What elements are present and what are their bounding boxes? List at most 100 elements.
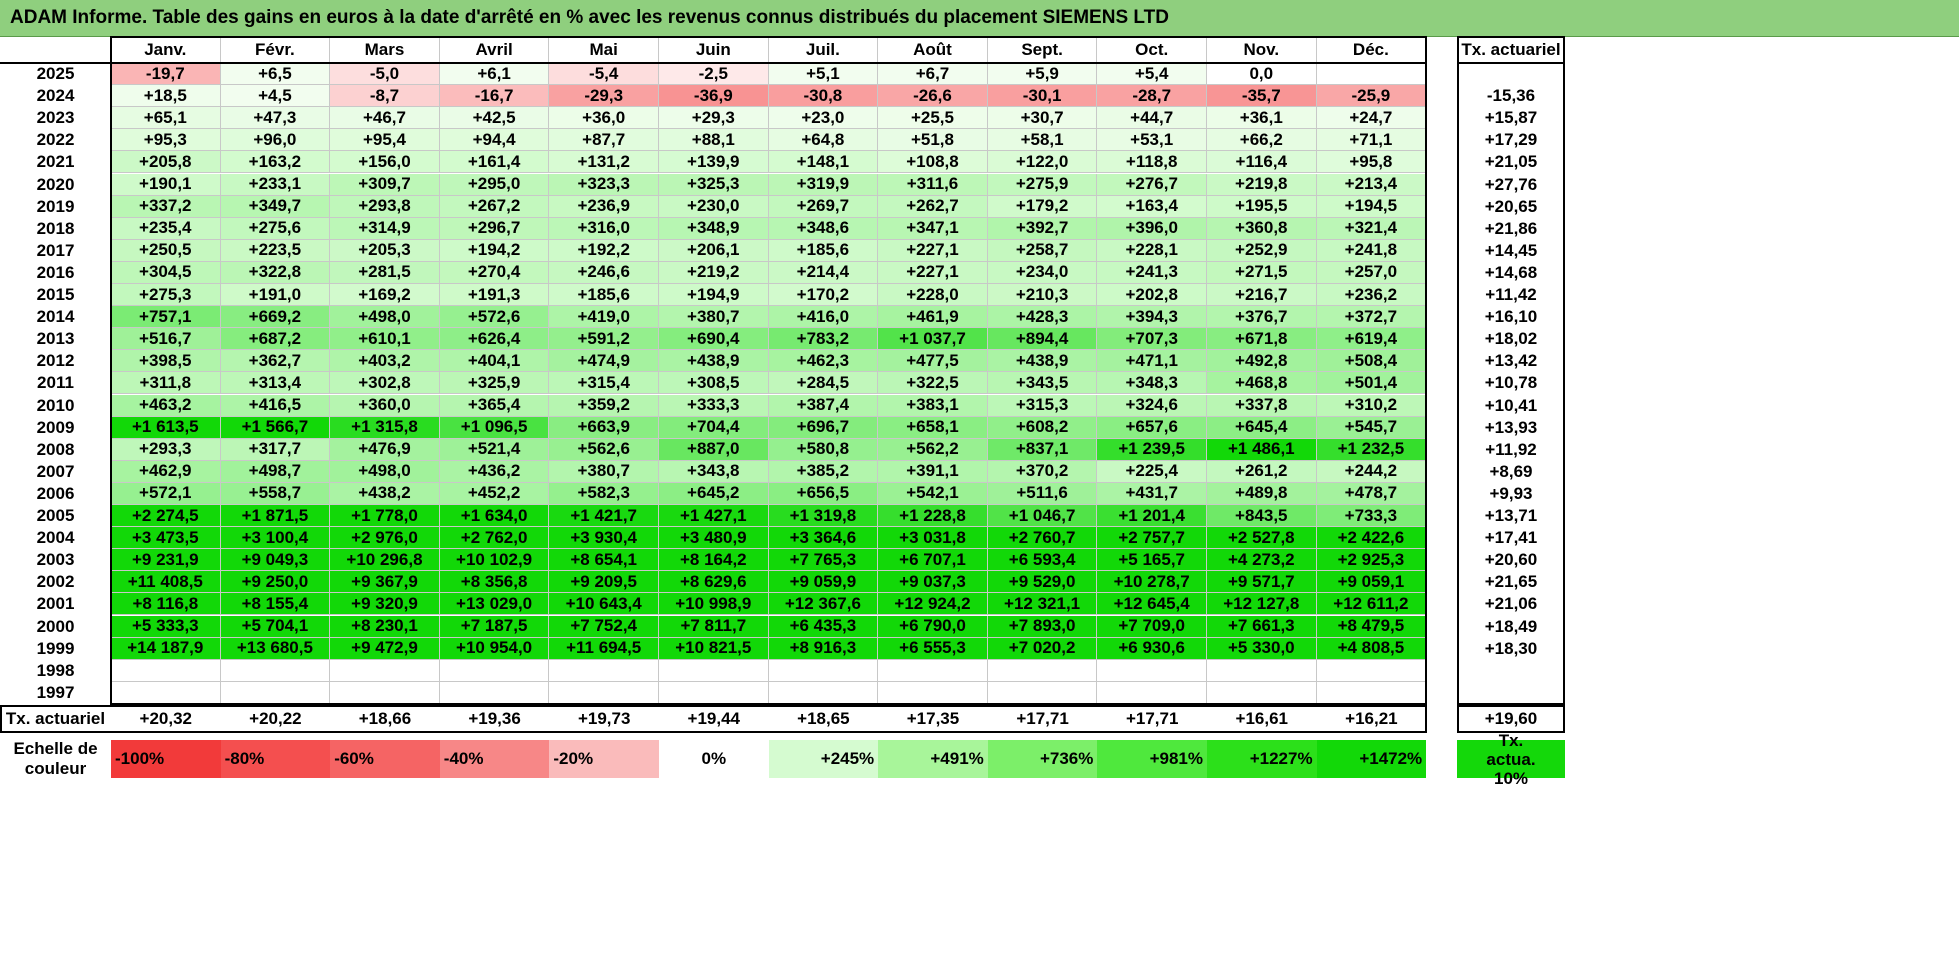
table-cell: +461,9 — [878, 306, 988, 329]
table-cell: +1 421,7 — [549, 505, 659, 528]
table-cell: +656,5 — [768, 482, 879, 505]
table-cell: +9 529,0 — [987, 571, 1098, 594]
table-cell: +170,2 — [768, 284, 879, 307]
table-cell: +704,4 — [659, 416, 769, 439]
table-cell — [659, 681, 769, 704]
table-cell: +24,7 — [1316, 107, 1427, 130]
table-cell: +498,0 — [330, 460, 440, 483]
table-cell: +228,1 — [1097, 239, 1207, 262]
table-cell: +46,7 — [330, 107, 440, 130]
table-cell: +13 680,5 — [220, 637, 331, 660]
month-header: Oct. — [1097, 37, 1207, 63]
table-cell: +6 593,4 — [987, 549, 1098, 572]
rate-cell — [1457, 63, 1565, 85]
table-cell: +348,9 — [659, 217, 769, 240]
table-cell: +66,2 — [1207, 129, 1317, 152]
table-cell — [1316, 659, 1427, 682]
rate-cell: +11,42 — [1485, 285, 1537, 305]
table-cell: +95,8 — [1316, 151, 1427, 174]
table-cell: +8 356,8 — [439, 571, 550, 594]
table-cell: +316,0 — [549, 217, 659, 240]
table-cell: +2 925,3 — [1316, 549, 1427, 572]
table-cell: +508,4 — [1316, 350, 1427, 373]
table-cell: +36,0 — [549, 107, 659, 130]
table-cell: +10 278,7 — [1097, 571, 1207, 594]
table-cell: +5 165,7 — [1097, 549, 1207, 572]
table-cell — [111, 659, 221, 682]
table-cell: +12 611,2 — [1316, 593, 1427, 616]
table-cell: -30,8 — [768, 85, 879, 108]
table-cell: +396,0 — [1097, 217, 1207, 240]
table-cell: +325,9 — [439, 372, 550, 395]
table-cell: +387,4 — [768, 394, 879, 417]
table-cell: +51,8 — [878, 129, 988, 152]
rate-cell: +14,45 — [1484, 240, 1538, 260]
table-cell: +315,3 — [987, 394, 1098, 417]
table-cell: +3 473,5 — [111, 527, 221, 550]
year-label: 2010 — [36, 395, 75, 415]
footer-value: +19,73 — [577, 709, 631, 728]
table-cell — [878, 659, 988, 682]
month-header: Févr. — [220, 37, 331, 63]
table-cell: +29,3 — [659, 107, 769, 130]
footer-value: +19,44 — [687, 709, 741, 728]
table-cell: +2 527,8 — [1207, 527, 1317, 550]
year-label: 2018 — [36, 218, 75, 238]
year-label: 2017 — [36, 240, 75, 260]
table-cell: +5,9 — [987, 63, 1098, 86]
table-cell: +9 037,3 — [878, 571, 988, 594]
table-cell: +293,8 — [330, 195, 440, 218]
year-label: 2014 — [36, 307, 75, 327]
table-cell: +311,8 — [111, 372, 221, 395]
table-cell: +347,1 — [878, 217, 988, 240]
table-cell: +498,7 — [220, 460, 331, 483]
table-cell: +398,5 — [111, 350, 221, 373]
table-cell: +10 998,9 — [659, 593, 769, 616]
table-cell: +275,3 — [111, 284, 221, 307]
table-cell: +733,3 — [1316, 505, 1427, 528]
table-cell: +163,2 — [220, 151, 331, 174]
rate-cell: +18,30 — [1484, 638, 1538, 658]
table-cell: +707,3 — [1097, 328, 1207, 351]
year-label: 2008 — [36, 439, 75, 459]
table-cell: +572,1 — [111, 482, 221, 505]
table-cell: +148,1 — [768, 151, 879, 174]
table-cell: +241,3 — [1097, 261, 1207, 284]
table-cell: +511,6 — [987, 482, 1098, 505]
table-cell — [768, 681, 879, 704]
footer-value: +20,32 — [139, 709, 193, 728]
table-cell: +64,8 — [768, 129, 879, 152]
table-cell: +10 954,0 — [439, 637, 550, 660]
table-cell: +626,4 — [439, 328, 550, 351]
table-cell: +87,7 — [549, 129, 659, 152]
table-cell: +5,4 — [1097, 63, 1207, 86]
table-cell: +325,3 — [659, 173, 769, 196]
table-cell: +236,2 — [1316, 284, 1427, 307]
table-cell: +1 566,7 — [220, 416, 331, 439]
table-cell: +71,1 — [1316, 129, 1427, 152]
table-cell: +645,4 — [1207, 416, 1317, 439]
rate-cell: +15,87 — [1484, 108, 1538, 128]
footer-value: +17,71 — [1016, 709, 1069, 728]
table-cell: +478,7 — [1316, 482, 1427, 505]
year-label: 2011 — [37, 373, 74, 393]
table-cell: +545,7 — [1316, 416, 1427, 439]
table-cell: +462,9 — [111, 460, 221, 483]
table-cell: +5 330,0 — [1207, 637, 1317, 660]
table-cell: +7 020,2 — [987, 637, 1098, 660]
month-header: Sept. — [987, 37, 1098, 63]
table-cell — [1207, 681, 1317, 704]
table-cell: +321,4 — [1316, 217, 1427, 240]
table-cell: +139,9 — [659, 151, 769, 174]
table-cell: +12 127,8 — [1207, 593, 1317, 616]
year-label: 2013 — [36, 329, 75, 349]
scale-step: +1472% — [1316, 740, 1427, 778]
table-cell: +317,7 — [220, 438, 331, 461]
table-cell: +241,8 — [1316, 239, 1427, 262]
table-cell: +1 201,4 — [1097, 505, 1207, 528]
table-cell: +572,6 — [439, 306, 550, 329]
table-cell — [987, 659, 1098, 682]
table-cell: +696,7 — [768, 416, 879, 439]
table-cell: +295,0 — [439, 173, 550, 196]
table-cell: +96,0 — [220, 129, 331, 152]
